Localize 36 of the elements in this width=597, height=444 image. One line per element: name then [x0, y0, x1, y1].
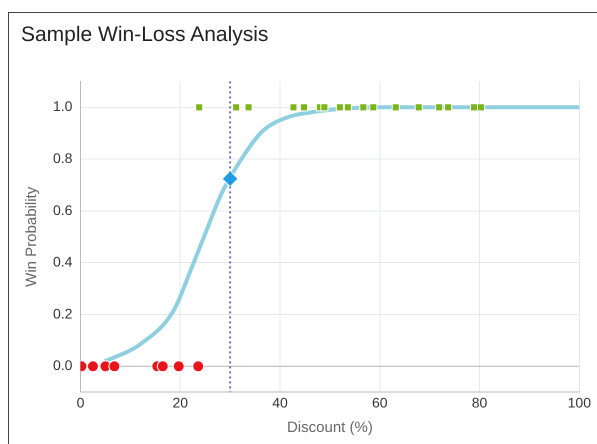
y-tick-label: 0.2 [52, 305, 73, 322]
point [232, 103, 240, 112]
y-tick-label: 0.6 [52, 202, 73, 218]
y-tick-label: 1.0 [52, 98, 73, 114]
point [320, 103, 328, 112]
point [108, 360, 120, 372]
x-tick-label: 40 [272, 394, 288, 410]
point [172, 360, 185, 372]
point [300, 103, 308, 112]
y-tick-label: 0.0 [52, 357, 73, 374]
point [289, 103, 298, 112]
x-axis-title: Discount (%) [286, 419, 373, 436]
x-tick-label: 100 [568, 394, 592, 410]
point [477, 103, 486, 112]
point [369, 103, 378, 112]
y-tick-label: 0.4 [52, 254, 73, 270]
x-tick-label: 80 [472, 394, 488, 410]
x-tick-label: 0 [76, 394, 85, 410]
y-tick-label: 0.8 [52, 150, 73, 166]
point [244, 103, 253, 112]
point [156, 360, 169, 372]
point [344, 103, 352, 112]
point [392, 103, 400, 112]
point [222, 170, 239, 188]
point [444, 103, 452, 112]
point [195, 103, 204, 112]
x-tick-label: 20 [172, 394, 188, 410]
y-axis-title: Win Probability [23, 186, 40, 287]
point [336, 103, 344, 112]
point [359, 103, 368, 112]
chart-title: Sample Win-Loss Analysis [21, 23, 268, 47]
point [414, 103, 423, 112]
point [435, 103, 444, 112]
point [86, 360, 99, 372]
point [192, 360, 204, 372]
x-tick-label: 60 [372, 394, 388, 410]
